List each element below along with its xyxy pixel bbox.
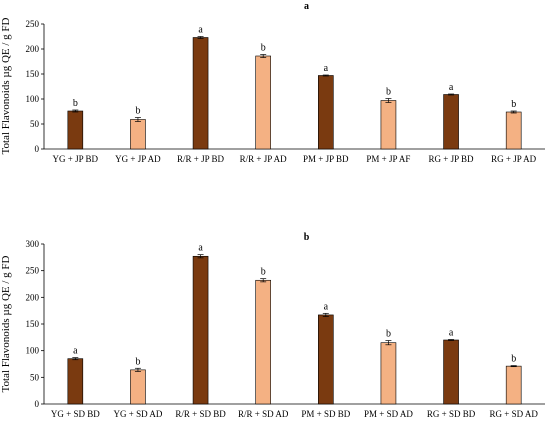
x-tick-label: YG + JP AD	[115, 154, 161, 164]
chart-a-title: a	[304, 1, 309, 12]
y-tick-label: 150	[26, 319, 40, 329]
x-tick-label: PM + JP AF	[366, 154, 410, 164]
bar	[318, 75, 334, 150]
bar	[505, 365, 522, 405]
y-tick-label: 150	[26, 69, 40, 79]
y-tick-label: 0	[35, 144, 40, 154]
x-tick-label: R/R + JP AD	[240, 154, 288, 164]
x-tick-label: RG + SD BD	[427, 409, 476, 419]
significance-letter: b	[135, 106, 140, 117]
y-tick-label: 50	[30, 372, 40, 382]
significance-letter: b	[386, 329, 391, 340]
x-tick-label: YG + SD AD	[114, 409, 163, 419]
y-tick-label: 50	[30, 119, 40, 129]
x-tick-label: R/R + SD BD	[175, 409, 226, 419]
y-tick-label: 250	[26, 19, 40, 29]
significance-letter: a	[324, 301, 329, 312]
significance-letter: b	[73, 98, 78, 109]
chart-b-y-axis-label: Total Flavonoids µg QE / g FD	[0, 255, 12, 392]
bar	[192, 255, 209, 405]
bar	[192, 37, 209, 150]
x-tick-label: PM + SD AD	[364, 409, 413, 419]
y-tick-label: 200	[26, 44, 40, 54]
bar	[130, 369, 146, 405]
chart-a: a Total Flavonoids µg QE / g FD 0 50 100 150 2…	[0, 1, 545, 164]
x-tick-label: RG + JP BD	[429, 154, 475, 164]
bar	[130, 119, 146, 150]
significance-letter: b	[261, 43, 266, 54]
y-tick-label: 0	[35, 399, 40, 409]
bar	[255, 55, 271, 150]
significance-letter: a	[449, 327, 454, 338]
chart-b: b Total Flavonoids µg QE / g FD 0 50 100 150 2…	[0, 232, 545, 419]
bar	[380, 100, 397, 150]
y-tick-label: 100	[26, 346, 40, 356]
bar	[67, 358, 84, 405]
bar	[505, 111, 522, 150]
significance-letter: b	[261, 267, 266, 278]
bar	[443, 339, 459, 405]
y-tick-label: 200	[26, 292, 40, 302]
y-tick-label: 250	[26, 266, 40, 276]
bar	[443, 94, 459, 150]
significance-letter: a	[198, 243, 203, 254]
x-tick-label: YG + SD BD	[51, 409, 100, 419]
significance-letter: a	[198, 25, 203, 36]
significance-letter: b	[135, 356, 140, 367]
bar	[380, 342, 397, 405]
y-tick-label: 300	[26, 239, 40, 249]
significance-letter: a	[324, 63, 329, 74]
x-tick-label: YG + JP BD	[53, 154, 99, 164]
x-tick-label: RG + SD AD	[490, 409, 539, 419]
x-tick-label: R/R + JP BD	[177, 154, 225, 164]
significance-letter: a	[73, 346, 78, 357]
significance-letter: b	[511, 99, 516, 110]
significance-letter: b	[511, 354, 516, 365]
bar	[67, 110, 84, 150]
x-tick-label: PM + SD BD	[301, 409, 350, 419]
x-tick-label: R/R + SD AD	[238, 409, 289, 419]
bar	[255, 279, 271, 405]
bar	[318, 314, 334, 405]
significance-letter: a	[449, 82, 454, 93]
chart-a-y-axis-label: Total Flavonoids µg QE / g FD	[0, 17, 12, 154]
significance-letter: b	[386, 87, 391, 98]
chart-b-title: b	[304, 232, 310, 243]
y-tick-label: 100	[26, 94, 40, 104]
x-tick-label: RG + JP AD	[491, 154, 537, 164]
x-tick-label: PM + JP BD	[303, 154, 349, 164]
